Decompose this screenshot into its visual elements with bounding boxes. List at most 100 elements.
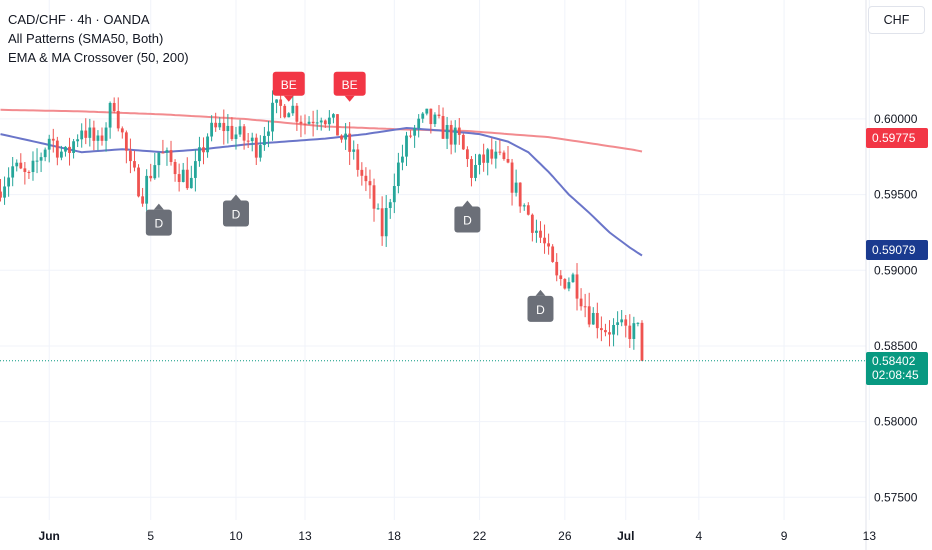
candle bbox=[129, 138, 132, 174]
candle bbox=[84, 118, 88, 145]
ema50-line bbox=[0, 126, 643, 257]
candle-body bbox=[340, 135, 343, 140]
candle-body bbox=[372, 185, 376, 209]
candle-body bbox=[51, 138, 55, 141]
candle-body bbox=[405, 135, 408, 157]
candle-body bbox=[478, 154, 481, 165]
candle bbox=[258, 135, 262, 162]
candle bbox=[530, 213, 534, 242]
candle-body bbox=[474, 164, 477, 178]
candle bbox=[376, 203, 380, 210]
currency-button[interactable]: CHF bbox=[868, 6, 925, 34]
candle bbox=[80, 123, 84, 148]
candle-body bbox=[149, 175, 153, 179]
candle-body bbox=[263, 135, 266, 146]
candle-body bbox=[470, 159, 473, 178]
candle-body bbox=[518, 182, 522, 207]
candle-body bbox=[445, 124, 449, 139]
candle-body bbox=[258, 145, 262, 158]
price-tick-label: 0.57500 bbox=[874, 490, 918, 504]
candle-body bbox=[291, 105, 295, 114]
candle bbox=[514, 169, 518, 197]
candle-body bbox=[218, 122, 222, 128]
candle-body bbox=[396, 162, 400, 187]
candle-body bbox=[559, 275, 563, 280]
pattern-markers: BE BE D D D D bbox=[145, 71, 554, 322]
last-price-tag: 0.58402 02:08:45 bbox=[866, 352, 928, 385]
candle bbox=[360, 162, 364, 186]
ma200-path bbox=[0, 108, 643, 153]
candle bbox=[295, 103, 299, 131]
candle bbox=[7, 167, 11, 197]
marker-label: BE bbox=[342, 78, 358, 92]
candle-body bbox=[352, 149, 356, 152]
time-tick-label: 18 bbox=[388, 529, 402, 543]
candle bbox=[559, 270, 563, 286]
candle bbox=[599, 316, 603, 342]
candle-body bbox=[498, 151, 502, 153]
candle bbox=[137, 164, 140, 198]
candle bbox=[535, 219, 538, 243]
candle bbox=[31, 151, 35, 181]
candle bbox=[445, 116, 449, 150]
candle-body bbox=[133, 161, 136, 168]
marker-box bbox=[272, 71, 305, 96]
candle-body bbox=[356, 149, 360, 170]
candle-body bbox=[173, 161, 177, 175]
candle-body bbox=[275, 99, 278, 103]
candle bbox=[518, 182, 522, 213]
symbol-title[interactable]: CAD/CHF · 4h · OANDA bbox=[8, 12, 150, 27]
candle bbox=[640, 320, 644, 362]
candle-body bbox=[254, 137, 258, 158]
time-tick-label: 26 bbox=[558, 529, 572, 543]
candle-body bbox=[287, 113, 291, 118]
chart-legend: CAD/CHF · 4h · OANDA All Patterns (SMA50… bbox=[8, 10, 189, 67]
candle bbox=[275, 99, 278, 114]
candle bbox=[319, 117, 323, 131]
candle-body bbox=[526, 205, 530, 215]
candle-body bbox=[108, 102, 112, 128]
time-tick-label: 9 bbox=[781, 529, 788, 543]
candle-body bbox=[88, 127, 92, 138]
candle-body bbox=[100, 135, 104, 141]
time-tick-label: 13 bbox=[863, 529, 877, 543]
candle bbox=[429, 108, 433, 134]
candle-body bbox=[299, 121, 303, 124]
candle bbox=[153, 152, 157, 180]
candle bbox=[506, 145, 510, 164]
candle bbox=[55, 136, 59, 166]
candle bbox=[482, 143, 486, 172]
candle bbox=[474, 153, 477, 182]
candle bbox=[100, 127, 104, 146]
candle-body bbox=[295, 105, 299, 122]
candle-body bbox=[80, 130, 84, 140]
candle bbox=[392, 173, 396, 214]
candle-body bbox=[409, 135, 412, 137]
candle bbox=[15, 159, 19, 172]
candle-body bbox=[323, 120, 327, 125]
candle bbox=[19, 153, 23, 170]
candle-body bbox=[68, 146, 71, 153]
candle-body bbox=[388, 202, 392, 209]
candle-body bbox=[307, 121, 311, 124]
indicator-ema-ma-crossover[interactable]: EMA & MA Crossover (50, 200) bbox=[8, 50, 189, 65]
candle-body bbox=[555, 261, 559, 276]
candle bbox=[470, 156, 473, 187]
candle bbox=[108, 101, 112, 139]
candle bbox=[311, 110, 315, 137]
ema50-path bbox=[0, 126, 643, 257]
marker-label: D bbox=[155, 217, 164, 231]
candle-body bbox=[449, 124, 453, 145]
indicator-all-patterns[interactable]: All Patterns (SMA50, Both) bbox=[8, 31, 164, 46]
candle bbox=[250, 132, 254, 152]
marker-pointer bbox=[283, 95, 294, 102]
last-price-value: 0.58402 bbox=[872, 354, 916, 368]
candle-body bbox=[226, 125, 230, 132]
candle bbox=[51, 128, 55, 153]
candle bbox=[522, 203, 526, 211]
candle-body bbox=[84, 130, 88, 138]
candle bbox=[466, 146, 469, 167]
candle bbox=[88, 118, 92, 147]
candle bbox=[222, 109, 226, 145]
